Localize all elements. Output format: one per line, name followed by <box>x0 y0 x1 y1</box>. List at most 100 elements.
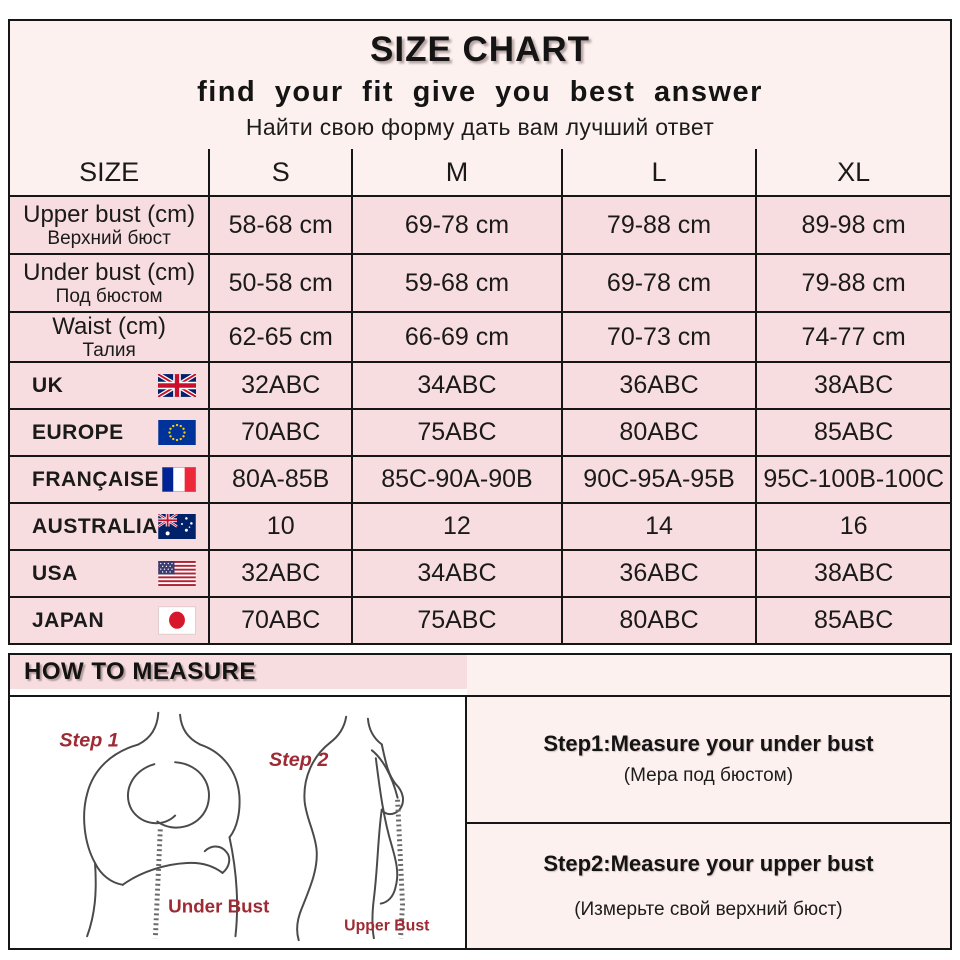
france-flag-icon <box>162 467 197 492</box>
size-value: 62-65 cm <box>208 311 354 363</box>
how-to-measure-header: HOW TO MEASURE <box>10 655 950 697</box>
size-value: 70-73 cm <box>560 311 758 363</box>
row-label-cell: USA <box>8 549 211 598</box>
size-value: 34ABC <box>351 361 563 410</box>
table-row-under-bust: Under bust (cm) Под бюстом 50-58 cm 59-6… <box>8 253 951 313</box>
table-row-upper-bust: Upper bust (cm) Верхний бюст 58-68 cm 69… <box>8 195 951 255</box>
size-value: 85ABC <box>755 596 951 644</box>
column-header-xl: XL <box>755 148 951 197</box>
table-row-uk: UK 32ABC 34ABC 36ABC 38ABC <box>8 361 951 410</box>
row-label: Waist (cm) <box>52 312 167 340</box>
row-label-cell: EUROPE <box>8 408 211 457</box>
size-value: 79-88 cm <box>755 253 951 313</box>
step1-instruction: Step1:Measure your under bust (Мера под … <box>466 697 950 824</box>
table-row-waist: Waist (cm) Талия 62-65 cm 66-69 cm 70-73… <box>8 311 951 363</box>
size-value: 50-58 cm <box>208 253 354 313</box>
how-to-measure-title: HOW TO MEASURE <box>24 658 256 685</box>
subtitle-russian: Найти свою форму дать вам лучший ответ <box>245 114 715 140</box>
size-value: 38ABC <box>755 361 951 410</box>
size-value: 10 <box>208 502 354 551</box>
size-value: 75ABC <box>351 596 563 644</box>
size-value: 58-68 cm <box>208 195 354 255</box>
section-divider <box>8 645 952 653</box>
row-label-cell: Upper bust (cm) Верхний бюст <box>8 195 211 255</box>
how-to-measure-title-highlight: HOW TO MEASURE <box>10 655 467 695</box>
size-value: 32ABC <box>208 549 354 598</box>
row-label-ru: Верхний бюст <box>47 227 171 249</box>
table-row-japan: JAPAN 70ABC 75ABC 80ABC 85ABC <box>8 596 951 644</box>
size-table: SIZE S M L XL Upper bust (cm) Верхний бю… <box>8 148 951 644</box>
size-value: 70ABC <box>208 596 354 644</box>
size-value: 90C-95A-95B <box>560 455 758 504</box>
country-label: FRANÇAISE <box>32 467 160 491</box>
size-value: 12 <box>351 502 563 551</box>
step2-title: Step2:Measure your upper bust <box>543 850 874 876</box>
country-label: EUROPE <box>32 420 124 444</box>
step1-illustration-label: Step 1 <box>59 729 118 751</box>
size-value: 32ABC <box>208 361 354 410</box>
size-value: 34ABC <box>351 549 563 598</box>
size-value: 36ABC <box>560 361 758 410</box>
under-bust-label: Under Bust <box>168 895 270 916</box>
size-value: 59-68 cm <box>351 253 563 313</box>
country-label: AUSTRALIA <box>32 514 158 538</box>
japan-flag-icon <box>158 606 197 635</box>
size-value: 85ABC <box>755 408 951 457</box>
size-chart-panel: SIZE CHART find your fit give you best a… <box>8 19 952 645</box>
eu-flag-icon <box>158 420 197 445</box>
size-value: 69-78 cm <box>560 253 758 313</box>
row-label-cell: Under bust (cm) Под бюстом <box>8 253 211 313</box>
country-label: UK <box>32 373 64 397</box>
step2-instruction: Step2:Measure your upper bust (Измерьте … <box>466 823 950 948</box>
step1-title: Step1:Measure your under bust <box>543 731 874 757</box>
column-header-l: L <box>560 148 758 197</box>
table-row-australia: AUSTRALIA <box>8 502 951 551</box>
column-header-s: S <box>208 148 354 197</box>
table-row-usa: USA <box>8 549 951 598</box>
usa-flag-icon <box>158 561 197 586</box>
size-value: 75ABC <box>351 408 563 457</box>
row-label-cell: JAPAN <box>8 596 211 644</box>
country-label: JAPAN <box>32 608 105 632</box>
row-label: Under bust (cm) <box>23 258 196 286</box>
size-value: 69-78 cm <box>351 195 563 255</box>
how-to-measure-panel: HOW TO MEASURE <box>8 653 952 950</box>
table-row-france: FRANÇAISE 80A-85B 85C-90A-90B 90C-95A-95… <box>8 455 951 504</box>
row-label-cell: UK <box>8 361 211 410</box>
size-value: 74-77 cm <box>755 311 951 363</box>
size-value: 80A-85B <box>208 455 354 504</box>
uk-flag-icon <box>158 374 197 397</box>
size-value: 38ABC <box>755 549 951 598</box>
step2-subtitle-russian: (Измерьте свой верхний бюст) <box>574 898 843 920</box>
column-header-size: SIZE <box>8 148 211 197</box>
row-label-ru: Талия <box>82 339 136 361</box>
size-value: 70ABC <box>208 408 354 457</box>
row-label-ru: Под бюстом <box>55 285 163 307</box>
size-value: 14 <box>560 502 758 551</box>
size-value: 89-98 cm <box>755 195 951 255</box>
size-value: 85C-90A-90B <box>351 455 563 504</box>
column-header-m: M <box>351 148 563 197</box>
size-value: 66-69 cm <box>351 311 563 363</box>
size-value: 80ABC <box>560 596 758 644</box>
upper-bust-label: Upper Bust <box>344 917 430 934</box>
step1-subtitle-russian: (Мера под бюстом) <box>623 765 794 787</box>
page-title: SIZE CHART <box>370 30 590 69</box>
table-row-europe: EUROPE <box>8 408 951 457</box>
country-label: USA <box>32 561 78 585</box>
row-label-cell: AUSTRALIA <box>8 502 211 551</box>
subtitle-english: find your fit give you best answer <box>197 76 763 108</box>
row-label-cell: Waist (cm) Талия <box>8 311 211 363</box>
chart-header: SIZE CHART find your fit give you best a… <box>10 21 950 149</box>
step2-illustration-label: Step 2 <box>269 749 328 771</box>
row-label-cell: FRANÇAISE <box>8 455 211 504</box>
measurement-illustration: Step 1 Step 2 Under Bust Upper Bust <box>10 697 467 948</box>
size-value: 16 <box>755 502 951 551</box>
size-value: 36ABC <box>560 549 758 598</box>
how-to-measure-header-spacer <box>466 655 950 695</box>
australia-flag-icon <box>158 514 197 539</box>
table-header-row: SIZE S M L XL <box>8 148 951 197</box>
row-label: Upper bust (cm) <box>23 200 196 228</box>
measurement-diagram-image: Step 1 Step 2 Under Bust Upper Bust <box>59 711 430 942</box>
